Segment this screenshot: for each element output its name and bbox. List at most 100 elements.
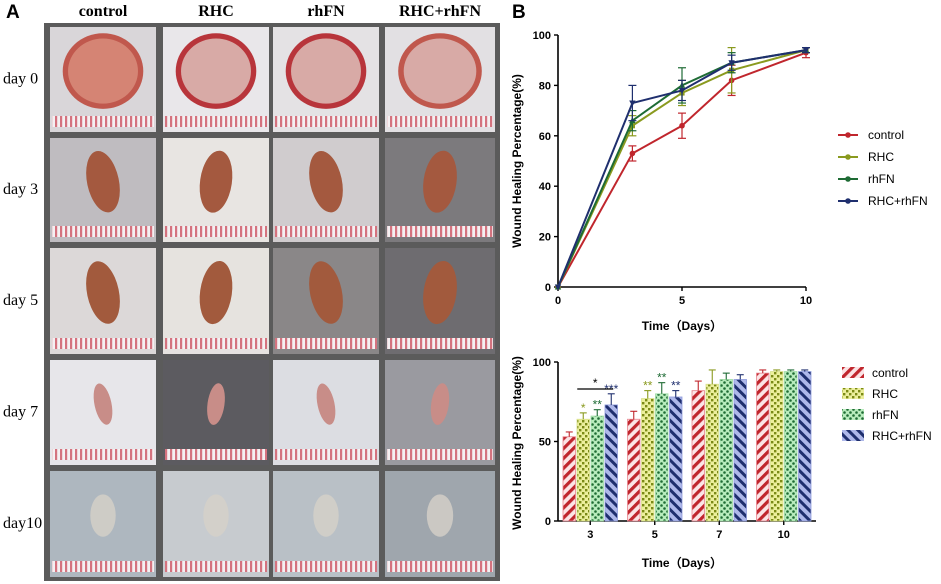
photo-day-5-control — [50, 248, 156, 354]
scale-ruler — [52, 338, 154, 349]
scale-ruler — [52, 449, 154, 460]
legend-label: RHC — [868, 150, 894, 164]
healed-scar — [313, 494, 339, 537]
scale-ruler — [387, 561, 493, 572]
legend-label: control — [868, 128, 904, 142]
wound-bed — [291, 38, 361, 104]
legend-marker — [845, 198, 851, 204]
significance-stars: ** — [593, 398, 603, 412]
photo-day10-rhc-rhfn — [385, 471, 495, 577]
data-point-control — [679, 122, 685, 129]
row-label-day-7: day 7 — [3, 404, 38, 421]
wound-scab — [423, 260, 457, 325]
photo-day-3-control — [50, 138, 156, 242]
wound-bed — [181, 38, 251, 104]
bar-rhc-rhfn-day-3 — [604, 404, 618, 522]
line-chart-y-tick-label: 100 — [533, 30, 551, 42]
panel-b-label: B — [512, 2, 526, 23]
photo-day-0-rhc — [163, 27, 269, 132]
bar-rhfn-day-5 — [655, 393, 669, 522]
column-header-control: control — [79, 3, 128, 20]
wound-scab — [309, 150, 343, 213]
photo-day-3-rhc — [163, 138, 269, 242]
line-chart-x-tick-label: 5 — [679, 295, 685, 307]
photo-day-5-rhc — [163, 248, 269, 354]
photo-day-3-rhc-rhfn — [385, 138, 495, 242]
bar-rhfn-day-7 — [719, 379, 733, 522]
bar-chart-y-tick-label: 50 — [539, 437, 551, 449]
wound-scab — [86, 150, 120, 213]
scale-ruler — [52, 561, 154, 572]
healed-scar — [426, 494, 454, 537]
scale-ruler — [275, 226, 377, 237]
photo-day10-rhfn — [273, 471, 379, 577]
bar-control-day-3 — [562, 436, 576, 522]
line-chart-y-tick-label: 80 — [539, 80, 551, 92]
scale-ruler — [52, 226, 154, 237]
bar-legend-item-rhc: RHC — [842, 387, 898, 401]
legend-label: RHC — [872, 387, 898, 401]
column-header-rhc-rhfn: RHC+rhFN — [399, 3, 481, 20]
photo-day10-control — [50, 471, 156, 577]
legend-pattern-swatch — [842, 409, 864, 420]
bar-rhc-day-5 — [641, 398, 655, 522]
wound-scab — [423, 150, 457, 213]
wound-bed — [403, 38, 477, 104]
legend-label: RHC+rhFN — [868, 194, 928, 208]
scale-ruler — [387, 226, 493, 237]
photo-day-5-rhfn — [273, 248, 379, 354]
healed-scar — [203, 494, 229, 537]
bar-rhfn-day-10 — [784, 371, 798, 522]
significance-bracket-label: * — [593, 376, 598, 390]
wound-scab — [93, 383, 113, 425]
photo-day-7-rhfn — [273, 360, 379, 465]
line-legend-item-rhc: RHC — [838, 150, 894, 164]
bar-control-day-7 — [691, 390, 705, 522]
legend-marker — [845, 132, 851, 138]
bar-chart-y-tick-label: 0 — [545, 516, 551, 528]
photo-day-0-rhfn — [273, 27, 379, 132]
scale-ruler — [52, 116, 154, 127]
line-chart-x-tick-label: 10 — [800, 295, 812, 307]
bar-group-3 — [562, 393, 618, 522]
bar-legend-item-rhfn: rhFN — [842, 408, 899, 422]
row-label-day-3: day 3 — [3, 181, 38, 198]
legend-label: rhFN — [868, 172, 895, 186]
row-label-day-0: day 0 — [3, 71, 38, 88]
scale-ruler — [165, 449, 267, 460]
scale-ruler — [275, 116, 377, 127]
bar-chart-x-tick-label: 7 — [716, 529, 722, 541]
photo-day-0-control — [50, 27, 156, 132]
significance-stars: ** — [643, 379, 653, 393]
photo-day-3-rhfn — [273, 138, 379, 242]
line-chart-y-tick-label: 40 — [539, 181, 551, 193]
bar-rhc-day-3 — [576, 418, 590, 522]
wound-scab — [199, 260, 233, 325]
scale-ruler — [387, 116, 493, 127]
row-label-day10: day10 — [3, 515, 42, 532]
photo-day10-rhc — [163, 471, 269, 577]
data-point-rhc-rhfn — [678, 87, 686, 94]
bar-control-day-10 — [756, 372, 770, 522]
column-header-rhfn: rhFN — [307, 3, 345, 20]
data-point-rhc-rhfn — [802, 47, 810, 54]
bar-group-5 — [627, 382, 683, 522]
bar-rhc-rhfn-day-7 — [733, 379, 747, 522]
bar-chart-xlabel: Time（Days） — [642, 555, 722, 570]
wound-scab — [430, 383, 450, 425]
significance-stars: ** — [671, 379, 681, 393]
bar-chart-x-tick-label: 5 — [652, 529, 658, 541]
line-chart-y-tick-label: 60 — [539, 131, 551, 143]
wound-scab — [316, 383, 336, 425]
line-legend-item-control: control — [838, 128, 904, 142]
line-chart-xlabel: Time（Days） — [642, 318, 722, 333]
scale-ruler — [275, 449, 377, 460]
bar-rhc-rhfn-day-10 — [798, 371, 812, 522]
scale-ruler — [165, 116, 267, 127]
bar-chart-ylabel: Wound Healing Percentage(%) — [510, 356, 524, 530]
bar-group-7 — [691, 369, 747, 522]
scale-ruler — [165, 561, 267, 572]
line-chart-x-tick-label: 0 — [555, 295, 561, 307]
data-point-control — [629, 150, 636, 157]
